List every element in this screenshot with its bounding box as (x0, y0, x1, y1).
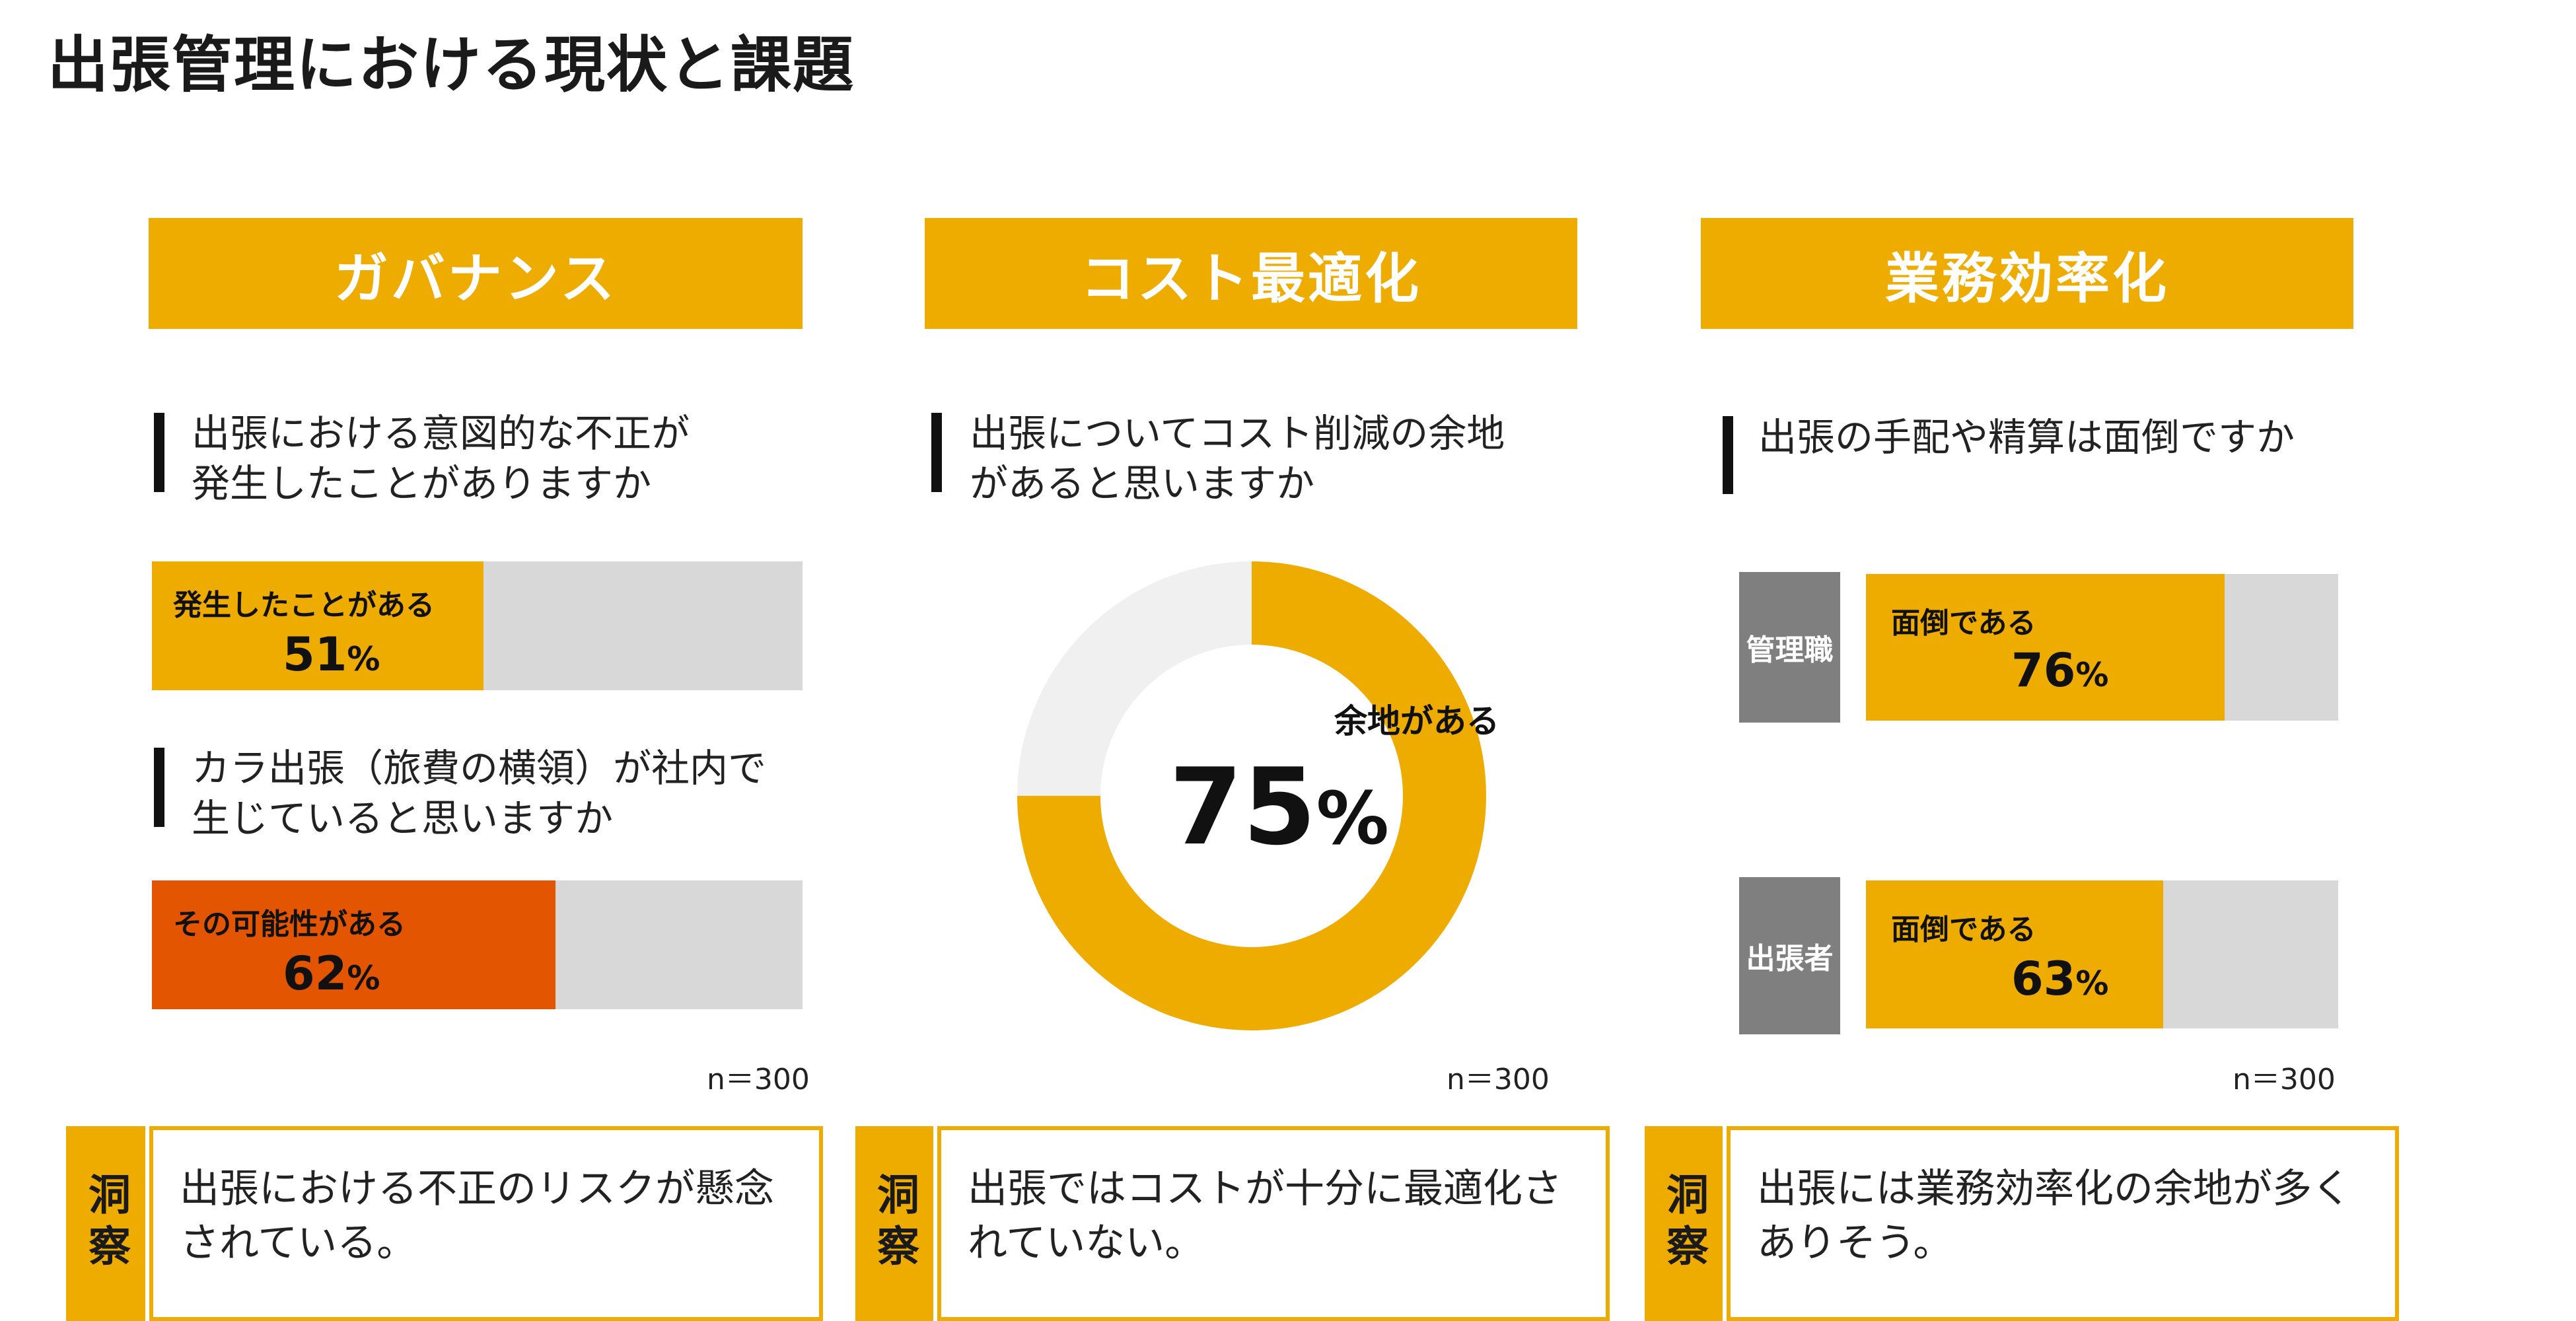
governance-question-1: 出張における意図的な不正が 発生したことがありますか (192, 411, 690, 506)
efficiency-bar-1-value: 76% (2011, 643, 2109, 697)
governance-bar-2-value: 62% (283, 946, 380, 1001)
cost-donut-value: 75% (1169, 745, 1389, 869)
question-marker (154, 413, 164, 492)
cost-insight-box: 出張ではコストが十分に最適化さ れていない。 (937, 1126, 1610, 1321)
governance-bar-1-value: 51% (283, 627, 380, 682)
governance-bar-2-fill (152, 880, 555, 1009)
question-marker (931, 413, 942, 492)
cost-sample-size: n＝300 (1447, 1063, 1550, 1096)
governance-sample-size: n＝300 (707, 1063, 810, 1096)
efficiency-bar-2-value: 63% (2011, 952, 2109, 1006)
efficiency-question: 出張の手配や精算は面倒ですか (1758, 415, 2295, 460)
efficiency-bar-1-fill (1866, 574, 2225, 721)
cost-donut-label: 余地がある (1334, 702, 1499, 740)
efficiency-bar-1: 面倒である 76% (1866, 574, 2338, 721)
governance-header: ガバナンス (149, 218, 803, 329)
efficiency-bar-2-label: 面倒である (1891, 913, 2036, 946)
governance-bar-1-label: 発生したことがある (173, 589, 435, 622)
efficiency-sample-size: n＝300 (2233, 1063, 2336, 1096)
cost-header: コスト最適化 (925, 218, 1577, 329)
governance-bar-1-fill (152, 561, 484, 690)
governance-bar-2-label: その可能性がある (173, 908, 406, 941)
cost-insight-tag: 洞察 (855, 1126, 933, 1321)
efficiency-bar-1-label: 面倒である (1891, 606, 2036, 640)
efficiency-tag-traveler: 出張者 (1739, 877, 1840, 1034)
donut-value-arc (1017, 561, 1486, 1030)
efficiency-bar-2: 面倒である 63% (1866, 880, 2338, 1028)
governance-question-2: カラ出張（旅費の横領）が社内で 生じていると思いますか (192, 746, 767, 841)
efficiency-bar-2-fill (1866, 880, 2164, 1028)
page-title: 出張管理における現状と課題 (48, 30, 855, 100)
governance-bar-1: 発生したことがある 51% (152, 561, 803, 690)
governance-bar-2: その可能性がある 62% (152, 880, 803, 1009)
efficiency-insight-tag: 洞察 (1645, 1126, 1723, 1321)
efficiency-header: 業務効率化 (1701, 218, 2353, 329)
efficiency-tag-manager: 管理職 (1739, 572, 1840, 723)
question-marker (154, 748, 164, 827)
governance-insight-tag: 洞察 (66, 1126, 145, 1321)
governance-insight-box: 出張における不正のリスクが懸念 されている。 (149, 1126, 823, 1321)
cost-question: 出張についてコスト削減の余地 があると思いますか (970, 411, 1505, 506)
efficiency-insight-box: 出張には業務効率化の余地が多く ありそう。 (1727, 1126, 2399, 1321)
question-marker (1723, 416, 1733, 494)
cost-donut-chart (1017, 561, 1486, 1030)
